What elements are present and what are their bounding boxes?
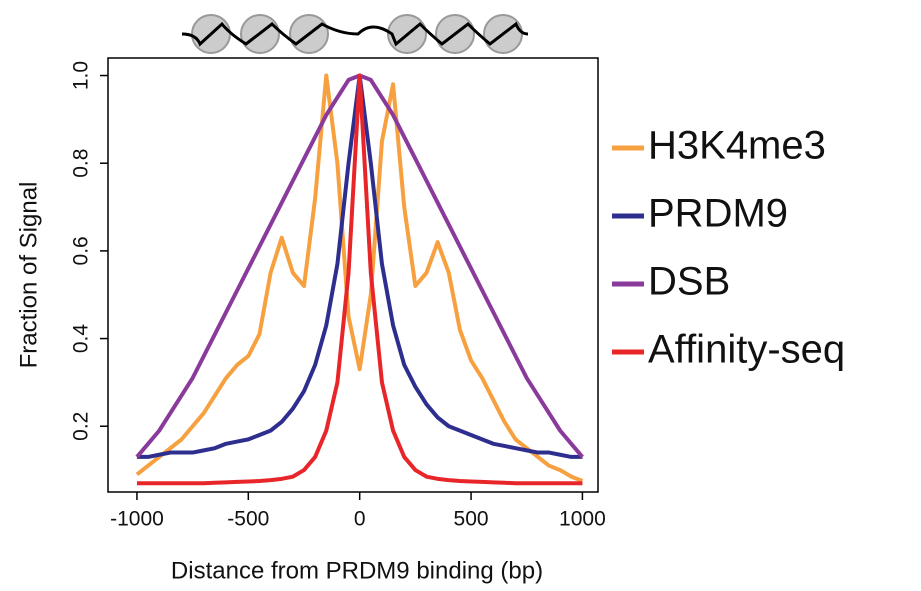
y-tick-label: 0.4 — [70, 324, 93, 354]
y-tick-label: 0.8 — [70, 149, 93, 178]
series-line — [136, 73, 583, 459]
legend-label: Affinity-seq — [648, 328, 845, 372]
y-tick-label: 0.2 — [70, 412, 93, 441]
x-tick-label: 1000 — [559, 508, 606, 531]
x-tick-label: 0 — [354, 508, 366, 531]
plot-frame — [107, 57, 599, 493]
x-tick-label: -1000 — [110, 508, 164, 531]
y-axis-label: Fraction of Signal — [15, 182, 42, 369]
x-axis-label: Distance from PRDM9 binding (bp) — [171, 557, 543, 584]
y-tick-label: 1.0 — [70, 61, 93, 90]
x-tick-label: -500 — [227, 508, 269, 531]
legend-label: DSB — [648, 260, 730, 304]
series-line — [135, 73, 584, 483]
series-line — [135, 73, 584, 459]
nucleosome-diagram — [181, 14, 529, 54]
series-line — [136, 73, 583, 486]
legend-label: H3K4me3 — [648, 124, 826, 168]
x-tick-label: 500 — [454, 508, 489, 531]
legend-label: PRDM9 — [648, 192, 788, 236]
y-tick-label: 0.6 — [70, 236, 93, 265]
